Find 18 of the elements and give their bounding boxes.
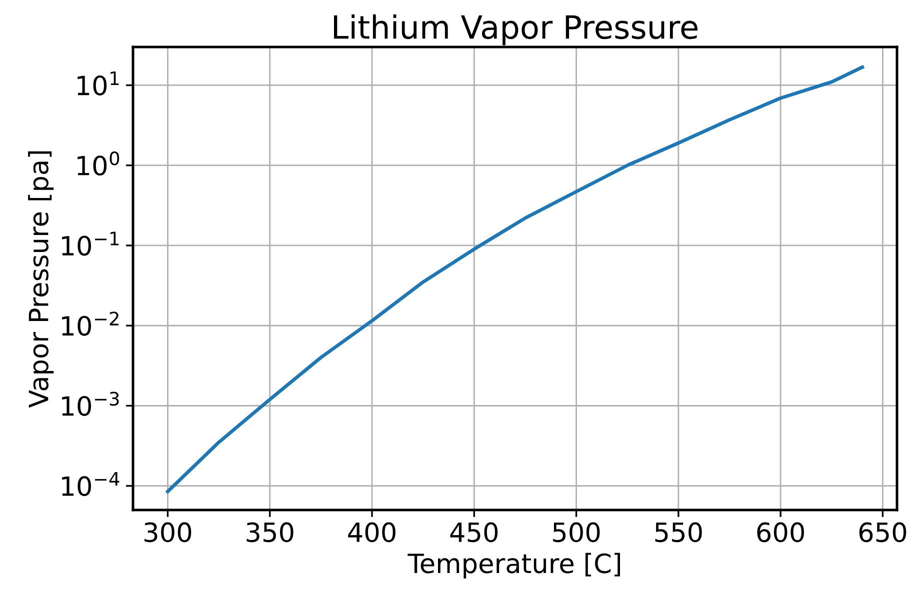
x-tick-label: 500 bbox=[553, 522, 600, 542]
y-tick-label: 10$^{−2}$ bbox=[62, 312, 118, 336]
x-tick-label: 350 bbox=[246, 522, 294, 542]
y-tick-label: 10$^{−1}$ bbox=[62, 232, 119, 256]
y-tick-label: 10$^{−4}$ bbox=[62, 472, 120, 496]
x-tick-label: 400 bbox=[348, 522, 396, 542]
x-tick-label: 650 bbox=[859, 522, 906, 542]
x-tick-label: 600 bbox=[757, 522, 804, 542]
x-tick-label: 550 bbox=[655, 522, 702, 542]
y-tick-label: 10$^{0}$ bbox=[78, 151, 120, 176]
x-tick-label: 450 bbox=[450, 522, 498, 542]
x-axis-title: Temperature [C] bbox=[408, 552, 620, 578]
y-tick-label: 10$^{−3}$ bbox=[62, 392, 119, 416]
x-tick-label: 300 bbox=[144, 522, 192, 542]
y-axis-title: Vapor Pressure [pa] bbox=[28, 151, 54, 408]
y-tick-label: 10$^{1}$ bbox=[78, 72, 119, 96]
chart-title: Lithium Vapor Pressure bbox=[334, 14, 698, 46]
line-series bbox=[166, 65, 864, 494]
